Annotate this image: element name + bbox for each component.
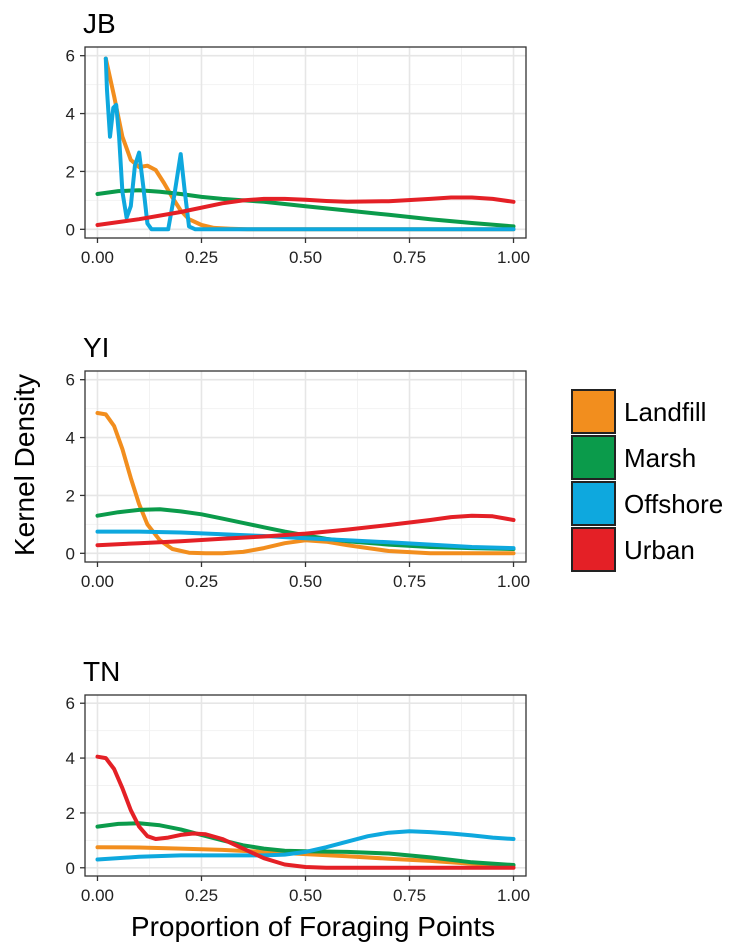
x-tick-label: 0.75	[393, 572, 426, 591]
x-tick-label: 0.50	[289, 886, 322, 905]
x-axis-title: Proportion of Foraging Points	[131, 911, 495, 942]
x-tick-label: 0.25	[185, 572, 218, 591]
y-tick-label: 2	[66, 162, 75, 181]
x-tick-label: 1.00	[497, 572, 530, 591]
series-line-urban	[95, 195, 516, 227]
y-tick-label: 0	[66, 859, 75, 878]
y-tick-label: 0	[66, 544, 75, 563]
x-tick-label: 0.25	[185, 248, 218, 267]
y-tick-label: 0	[66, 220, 75, 239]
series-line-marsh	[95, 507, 516, 551]
y-tick-label: 4	[66, 429, 75, 448]
x-tick-label: 0.50	[289, 572, 322, 591]
legend: Landfill Marsh Offshore Urban	[571, 389, 723, 572]
x-tick-label: 0.00	[81, 248, 114, 267]
y-tick-label: 4	[66, 105, 75, 124]
y-tick-label: 4	[66, 749, 75, 768]
panel-tn: TN 0.00 0.25 0.50 0.75 1.00 0 2 4 6	[66, 656, 531, 905]
panel-title: YI	[83, 332, 109, 363]
x-tick-label: 0.00	[81, 572, 114, 591]
legend-label-marsh: Marsh	[624, 443, 696, 473]
y-axis-title: Kernel Density	[9, 374, 40, 556]
series-line-offshore	[95, 529, 516, 551]
series-line-urban	[95, 513, 516, 548]
x-tick-label: 0.75	[393, 886, 426, 905]
legend-key-marsh	[571, 435, 616, 480]
series-line-marsh	[95, 821, 516, 867]
series-line-urban	[95, 754, 516, 870]
x-tick-label: 0.50	[289, 248, 322, 267]
legend-label-offshore: Offshore	[624, 489, 723, 519]
panel-yi: YI 0.00 0.25 0.50 0.75 1.00 0 2 4 6	[66, 332, 531, 591]
y-tick-label: 2	[66, 486, 75, 505]
series-line-offshore	[95, 829, 516, 862]
panel-title: JB	[83, 8, 116, 39]
series-line-offshore	[103, 56, 516, 232]
y-tick-label: 2	[66, 804, 75, 823]
panel-title: TN	[83, 656, 120, 687]
legend-key-urban	[571, 527, 616, 572]
legend-label-urban: Urban	[624, 535, 695, 565]
legend-key-landfill	[571, 389, 616, 434]
x-tick-label: 1.00	[497, 248, 530, 267]
y-tick-label: 6	[66, 694, 75, 713]
x-tick-label: 0.75	[393, 248, 426, 267]
y-tick-label: 6	[66, 371, 75, 390]
y-tick-label: 6	[66, 47, 75, 66]
series-line-landfill	[95, 845, 516, 868]
x-tick-label: 0.00	[81, 886, 114, 905]
x-tick-label: 0.25	[185, 886, 218, 905]
legend-label-landfill: Landfill	[624, 397, 706, 427]
legend-key-offshore	[571, 481, 616, 526]
x-tick-label: 1.00	[497, 886, 530, 905]
series-line-landfill	[95, 411, 516, 556]
panel-jb: JB 0.00 0.25 0.50 0.75 1.00 0 2 4 6	[66, 8, 531, 267]
